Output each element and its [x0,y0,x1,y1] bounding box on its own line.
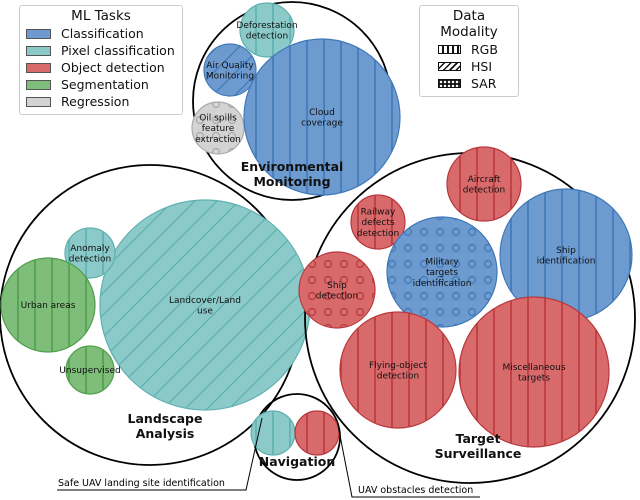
callout-label: UAV obstacles detection [358,485,473,496]
topic-circle [458,296,610,448]
ml-tasks-legend-title: ML Tasks [71,8,131,24]
topic-circle [250,410,296,456]
topic-circle [191,101,245,155]
data-modality-legend-title: Data Modality [440,8,498,40]
topic-circle [339,311,457,429]
topic-circle [64,227,116,279]
group-navigation: Navigation [250,393,341,481]
legend-item-object-detection: Object detection [26,59,176,76]
legend-swatch [26,96,51,107]
topic-circle [386,216,498,328]
legend-label: HSI [471,59,493,74]
legend-item-sar: SAR [426,75,512,92]
vertical-lines-pattern-swatch [438,45,461,54]
topic-label: Oil spills feature extraction [195,113,241,145]
callout-line [336,419,480,498]
callout-label: Safe UAV landing site identification [58,478,225,489]
topic-label: Aircraft detection [463,175,506,196]
topic-circle [203,43,257,97]
topic-label: Urban areas [21,301,76,311]
legend-swatch [26,28,51,39]
group-label: Landscape Analysis [128,411,203,441]
topic-label: Air Quality Monitoring [206,61,254,82]
legend-item-segmentation: Segmentation [26,76,176,93]
legend-label: SAR [471,76,497,91]
topic-label: Military targets identification [413,257,472,289]
topic-circle [0,257,96,353]
group-target-surveillance: Aircraft detection Ship identification Railw… [298,146,636,484]
ml-tasks-legend: ML Tasks Classification Pixel classificat… [19,5,183,115]
topic-label: Deforestation detection [236,21,297,42]
callout-line [57,417,263,491]
legend-item-classification: Classification [26,25,176,42]
legend-item-hsi: HSI [426,58,512,75]
legend-item-pixel-classification: Pixel classification [26,42,176,59]
topic-label: Flying-object detection [369,361,428,382]
legend-label: Object detection [61,60,165,75]
legend-swatch [26,45,51,56]
topic-label: Cloud coverage [301,108,343,129]
legend-item-regression: Regression [26,93,176,110]
topic-circle [294,410,340,456]
circles-pattern-swatch [438,79,461,88]
group-label: Navigation [259,454,335,469]
topic-label: Railway defects detection [357,207,400,239]
topic-label: Miscellaneous targets [502,363,565,384]
topic-label: Landcover/Land use [169,296,241,317]
topic-label: Ship identification [537,246,596,267]
topic-label: Unsupervised [59,366,120,376]
topic-label: Anomaly detection [69,244,112,265]
legend-label: Classification [61,26,144,41]
legend-swatch [26,62,51,73]
diagonal-lines-pattern-swatch [438,62,461,71]
topic-circle [239,2,295,58]
legend-label: Pixel classification [61,43,175,58]
group-environmental-monitoring: Deforestation detection Air Quality Monitor… [191,1,401,201]
topic-circle [298,251,376,329]
legend-swatch [26,79,51,90]
legend-label: RGB [471,42,498,57]
data-modality-legend: Data Modality RGB HSI SAR [419,5,519,97]
group-label: Target Surveillance [435,431,522,461]
group-label: Environmental Monitoring [241,159,344,189]
legend-label: Segmentation [61,77,149,92]
legend-label: Regression [61,94,130,109]
topic-circle [243,38,401,196]
topic-circle [65,345,115,395]
topic-circle [350,194,406,250]
topic-label: Ship detection [316,281,359,302]
legend-item-rgb: RGB [426,41,512,58]
topic-circle [446,146,522,222]
